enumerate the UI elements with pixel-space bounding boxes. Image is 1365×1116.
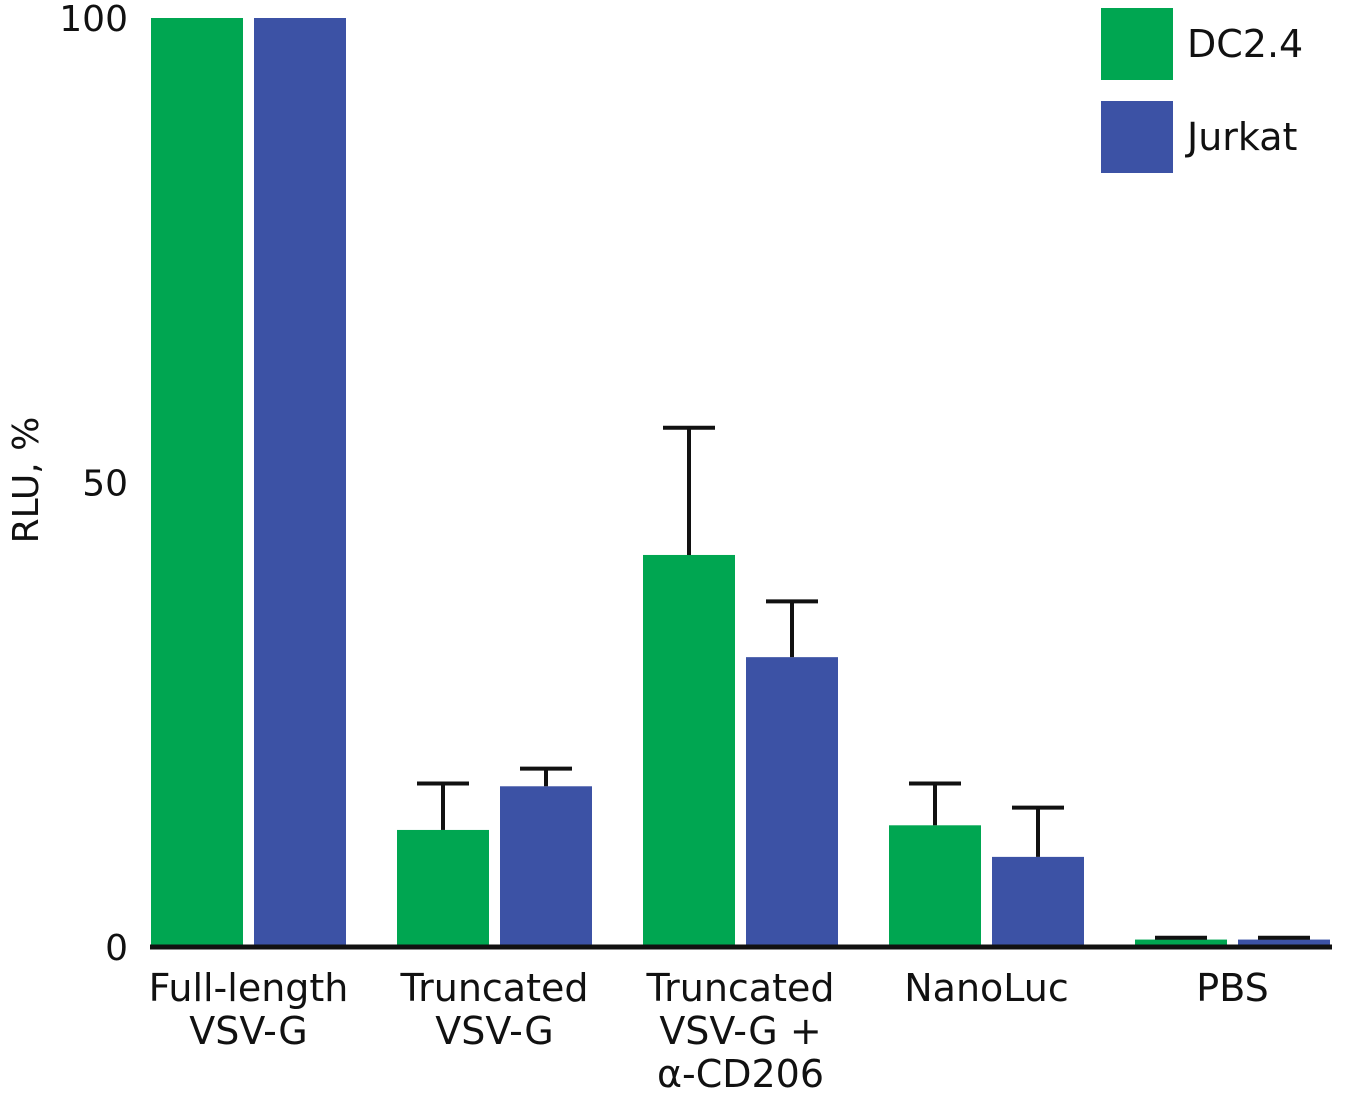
bar-jurkat-2	[746, 657, 838, 947]
error-bar	[1258, 935, 1310, 940]
error-bar	[520, 766, 572, 787]
error-bar	[766, 599, 818, 658]
error-bar	[417, 781, 469, 830]
legend-label: Jurkat	[1185, 115, 1297, 159]
legend-label: DC2.4	[1187, 22, 1303, 66]
error-bar	[1012, 805, 1064, 857]
x-category-label-line: α-CD206	[657, 1052, 824, 1096]
bar-jurkat-0	[254, 18, 346, 947]
bar-dc2-4-4	[1135, 939, 1227, 947]
legend: DC2.4 Jurkat	[1101, 8, 1303, 173]
x-category-label-line: Truncated	[646, 966, 835, 1010]
y-tick-label: 100	[59, 0, 128, 40]
x-category-label-line: NanoLuc	[904, 966, 1069, 1010]
bar-dc2-4-0	[151, 18, 243, 947]
x-category-label-line: PBS	[1196, 966, 1268, 1010]
x-category-label-line: Full-length	[149, 966, 349, 1010]
y-tick-label: 50	[82, 464, 128, 505]
y-tick-labels: 0 50 100	[59, 0, 128, 969]
bars-layer	[151, 18, 1330, 947]
bar-jurkat-4	[1238, 939, 1330, 947]
x-category-label-line: Truncated	[400, 966, 589, 1010]
legend-item: Jurkat	[1101, 101, 1297, 173]
bar-jurkat-1	[500, 786, 592, 947]
x-category-label-line: VSV-G	[189, 1009, 307, 1053]
bar-jurkat-3	[992, 856, 1084, 947]
error-bar	[1155, 935, 1207, 940]
bar-dc2-4-1	[397, 829, 489, 947]
x-category-label-line: VSV-G +	[659, 1009, 821, 1053]
x-category-labels: Full-lengthVSV-GTruncatedVSV-GTruncatedV…	[149, 966, 1269, 1096]
bar-dc2-4-2	[643, 554, 735, 947]
error-bar	[663, 425, 715, 555]
error-bars-layer	[417, 425, 1310, 940]
legend-swatch	[1101, 8, 1173, 80]
y-tick-label: 0	[105, 928, 128, 969]
x-category-label: NanoLuc	[904, 966, 1069, 1010]
error-bar	[909, 781, 961, 826]
legend-swatch	[1101, 101, 1173, 173]
bar-dc2-4-3	[889, 825, 981, 947]
x-category-label-line: VSV-G	[435, 1009, 553, 1053]
legend-item: DC2.4	[1101, 8, 1303, 80]
x-category-label: PBS	[1196, 966, 1268, 1010]
y-axis-title: RLU, %	[6, 417, 47, 544]
